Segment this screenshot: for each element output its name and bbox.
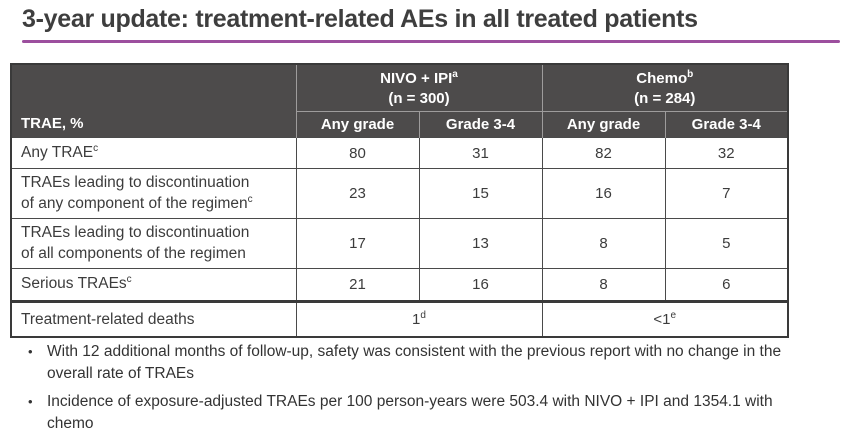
footnote-marker: b (687, 69, 694, 80)
row-label: Any TRAEc (10, 137, 297, 169)
footnote-marker: c (247, 194, 253, 206)
table-row: Serious TRAEsc 21 16 8 6 (10, 267, 789, 302)
table-row: Any TRAEc 80 31 82 32 (10, 137, 789, 169)
group-name: NIVO + IPIa (380, 69, 458, 88)
table-cell: 23 (295, 168, 420, 219)
table-cell: 6 (664, 267, 789, 302)
table-cell: 15 (418, 168, 543, 219)
footnote-text: With 12 additional months of follow-up, … (47, 343, 782, 382)
table-cell: 8 (541, 267, 666, 302)
table-cell: 32 (664, 137, 789, 169)
bullet-icon: • (28, 394, 33, 410)
footnote-item: • Incidence of exposure-adjusted TRAEs p… (28, 391, 820, 434)
footnote-marker: c (93, 143, 99, 155)
table-cell: 13 (418, 217, 543, 269)
footnote-marker: e (670, 309, 677, 321)
group-n-label: (n = 284) (634, 89, 696, 107)
table-cell-deaths-nivo: 1d (295, 299, 543, 338)
row-label: Serious TRAEsc (10, 267, 297, 302)
page-title: 3-year update: treatment-related AEs in … (22, 5, 698, 33)
footnote-marker: d (420, 309, 426, 321)
table-cell: 17 (295, 217, 420, 269)
group-header-chemo: Chemob (n = 284) (541, 64, 789, 112)
footnote-item: • With 12 additional months of follow-up… (28, 341, 820, 384)
table-cell: 31 (418, 137, 543, 169)
table-cell-deaths-chemo: <1e (541, 299, 789, 338)
table-cell: 16 (541, 168, 666, 219)
table-row: TRAEs leading to discontinuation of any … (10, 168, 789, 219)
trae-table: TRAE, % NIVO + IPIa (n = 300) Chemob (n … (10, 63, 790, 338)
table-row-deaths: Treatment-related deaths 1d <1e (10, 299, 789, 338)
subheader-row: Any grade Grade 3-4 Any grade Grade 3-4 (11, 111, 789, 138)
table-cell: 7 (664, 168, 789, 219)
footnote-marker: a (452, 69, 458, 80)
subheader-nivo-grade-3-4: Grade 3-4 (418, 111, 543, 138)
group-name: Chemob (636, 69, 694, 88)
table-header: TRAE, % NIVO + IPIa (n = 300) Chemob (n … (11, 64, 789, 138)
table-row: TRAEs leading to discontinuation of all … (10, 217, 789, 269)
row-label: Treatment-related deaths (10, 299, 297, 338)
title-underline (22, 40, 840, 43)
table-cell: 21 (295, 267, 420, 302)
subheader-chemo-any-grade: Any grade (541, 111, 666, 138)
table-cell: 82 (541, 137, 666, 169)
row-label: TRAEs leading to discontinuation of all … (10, 217, 297, 269)
table-cell: 80 (295, 137, 420, 169)
table-cell: 16 (418, 267, 543, 302)
table-body: Any TRAEc 80 31 82 32 TRAEs leading to d… (10, 137, 789, 338)
footnote-marker: c (126, 274, 132, 286)
row-header-label: TRAE, % (11, 64, 296, 138)
subheader-nivo-any-grade: Any grade (295, 111, 419, 138)
group-n-label: (n = 300) (388, 89, 450, 107)
slide: 3-year update: treatment-related AEs in … (10, 5, 840, 433)
group-header-row: TRAE, % NIVO + IPIa (n = 300) Chemob (n … (11, 64, 789, 138)
footnotes-list: • With 12 additional months of follow-up… (28, 341, 820, 442)
subheader-chemo-grade-3-4: Grade 3-4 (664, 111, 789, 138)
group-header-nivo-ipi: NIVO + IPIa (n = 300) (295, 64, 543, 112)
row-label: TRAEs leading to discontinuation of any … (10, 168, 297, 219)
table-cell: 5 (664, 217, 789, 269)
table-cell: 8 (541, 217, 666, 269)
footnote-text: Incidence of exposure-adjusted TRAEs per… (47, 393, 773, 433)
bullet-icon: • (28, 344, 33, 359)
